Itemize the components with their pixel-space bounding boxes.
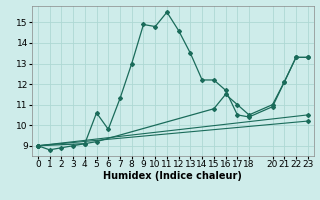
X-axis label: Humidex (Indice chaleur): Humidex (Indice chaleur) — [103, 171, 242, 181]
